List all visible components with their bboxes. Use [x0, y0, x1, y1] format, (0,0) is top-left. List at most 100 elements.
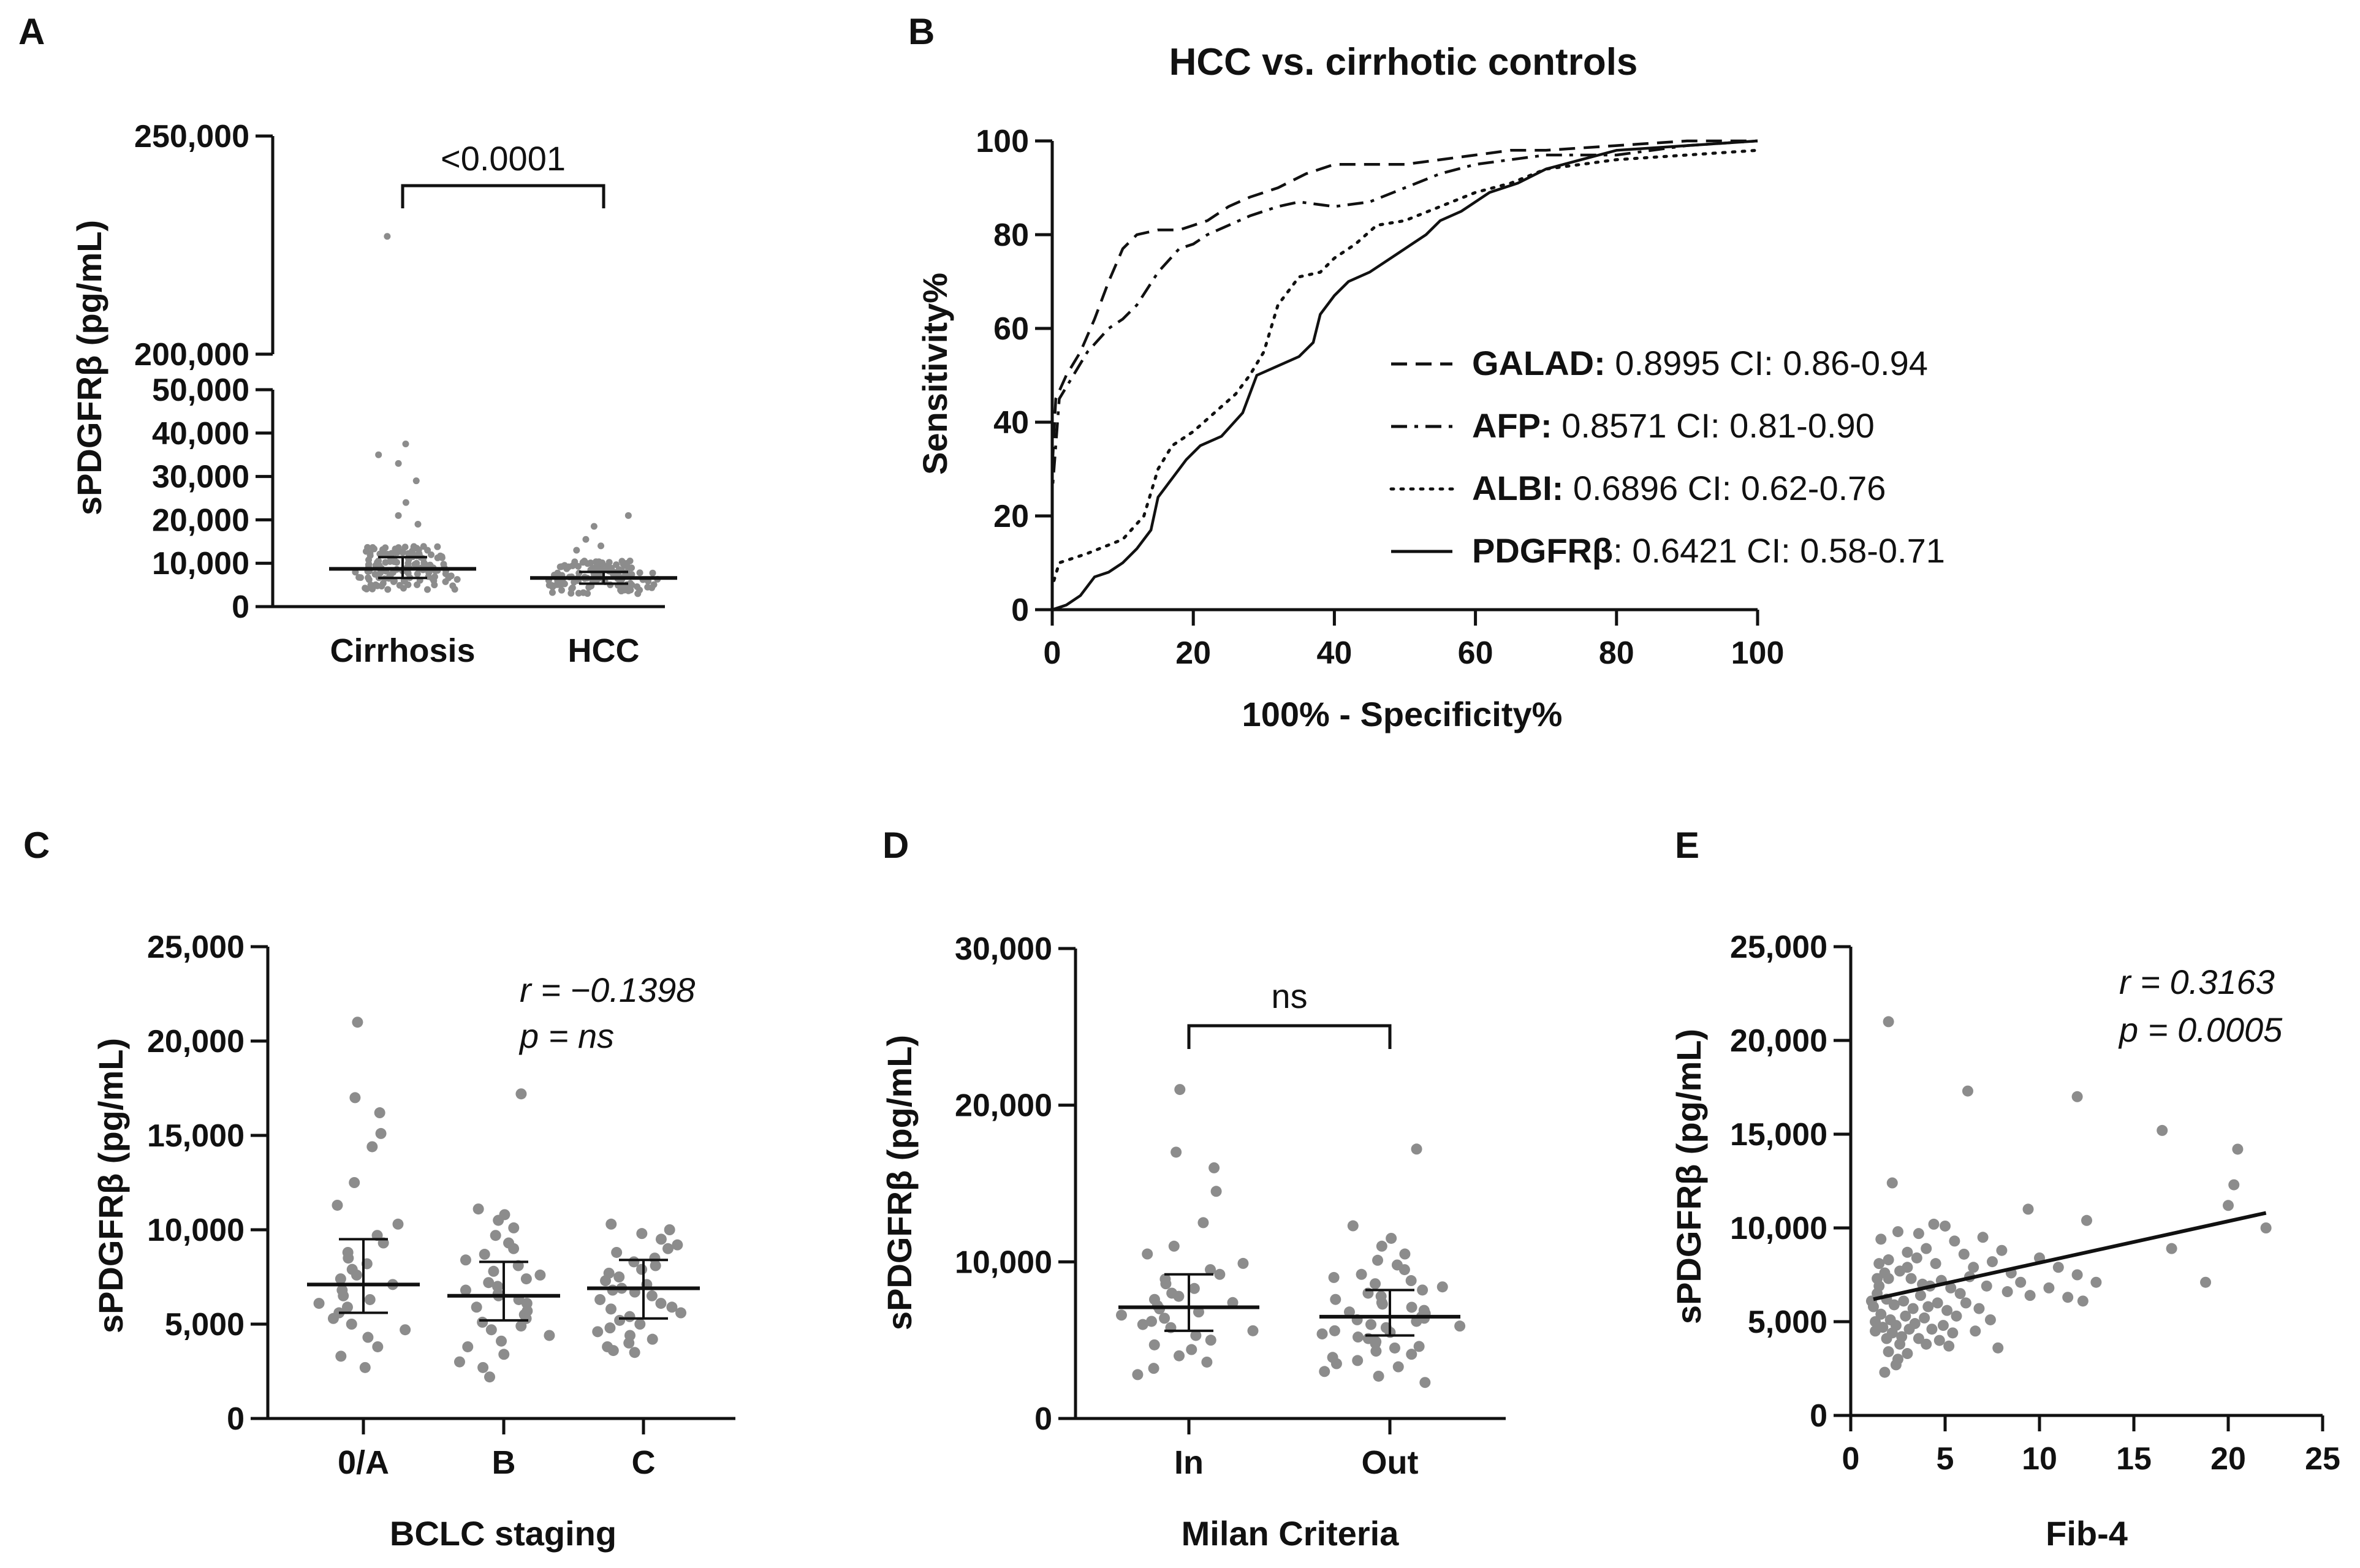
panel-a-data-point	[599, 559, 606, 567]
panel-c-data-point	[646, 1290, 658, 1301]
panel-c-data-point	[493, 1214, 504, 1226]
panel-c-data-point	[346, 1319, 357, 1330]
panel-e-ytick-label: 10,000	[1730, 1211, 1827, 1246]
panel-d-data-point	[1419, 1377, 1431, 1388]
panel-b: HCC vs. cirrhotic controls Sensitivity% …	[916, 41, 1945, 733]
panel-e-data-point	[1883, 1254, 1894, 1266]
panel-e-data-point	[2015, 1276, 2027, 1288]
panel-d-comparison-bracket	[1187, 1024, 1392, 1049]
panel-a-data-point	[649, 569, 656, 577]
panel-d-data-point	[1186, 1344, 1197, 1355]
panel-c-xlabel: BCLC staging	[390, 1514, 617, 1553]
panel-c-data-point	[611, 1246, 623, 1258]
panel-c-data-point	[400, 1324, 411, 1336]
panel-b-roc-pdgfrb	[1052, 139, 1758, 612]
panel-d-data-point	[1373, 1370, 1384, 1382]
panel-c-ytick-label: 0	[227, 1401, 245, 1437]
panel-c-data-point	[636, 1228, 648, 1240]
panel-c-data-point	[604, 1322, 616, 1334]
panel-b-legend-entry: AFP: 0.8571 CI: 0.81-0.90	[1472, 406, 1875, 445]
panel-c-data-point	[460, 1254, 471, 1266]
panel-c-data-point	[544, 1330, 555, 1341]
panel-d-data-point	[1137, 1319, 1148, 1330]
panel-a-data-point	[644, 583, 651, 591]
panel-a-data-point	[620, 560, 627, 567]
panel-a-data-point	[589, 564, 596, 572]
panel-c-ytick-label: 10,000	[147, 1213, 245, 1248]
panel-c-data-point	[607, 1345, 619, 1357]
panel-d-data-point	[1330, 1358, 1342, 1369]
panel-c-data-point	[471, 1301, 482, 1313]
panel-a-data-point	[580, 589, 587, 596]
panel-d-data-point	[1115, 1309, 1127, 1321]
panel-d-data-point	[1399, 1248, 1411, 1260]
panel-e-data-point	[2081, 1214, 2092, 1226]
panel-a-data-point	[390, 577, 398, 585]
panel-b-xtick-label: 20	[1175, 635, 1211, 671]
panel-d-data-point	[1193, 1306, 1204, 1318]
panel-d-data-point	[1159, 1312, 1171, 1324]
panel-e-data-point	[1898, 1295, 1910, 1307]
panel-e-data-point	[1919, 1312, 1930, 1324]
panel-c-ytick-label: 25,000	[147, 930, 245, 965]
panel-e-data-point	[1902, 1262, 1913, 1273]
panel-e-data-point	[2090, 1276, 2102, 1288]
panel-b-xtick-label: 0	[1044, 635, 1061, 671]
panel-c: sPDGFRβ (pg/mL) BCLC staging 0 5,000 10,00…	[91, 930, 735, 1553]
panel-c-data-point	[485, 1324, 497, 1336]
panel-e-data-point	[1921, 1338, 1932, 1350]
panel-e-xtick-label: 20	[2210, 1441, 2246, 1477]
panel-a-data-point	[382, 544, 389, 551]
panel-e-r: r = 0.3163	[2119, 963, 2275, 1001]
panel-e-data-point	[2001, 1286, 2013, 1298]
panel-e-data-point	[2043, 1282, 2055, 1293]
panel-c-data-point	[335, 1350, 347, 1362]
panel-e-data-point	[1870, 1316, 1881, 1327]
panel-d-ytick-label: 20,000	[955, 1088, 1052, 1124]
panel-e-data-point	[2260, 1222, 2272, 1233]
panel-c-data-point	[666, 1301, 678, 1313]
panel-c-data-point	[349, 1177, 360, 1188]
panel-c-data-point	[352, 1017, 363, 1028]
panel-c-data-point	[335, 1273, 346, 1285]
panel-d-data-point	[1356, 1268, 1367, 1280]
panel-e-data-point	[1883, 1346, 1894, 1357]
panel-a-axes	[271, 390, 665, 608]
panel-d-data-point	[1146, 1316, 1158, 1327]
panel-c-data-point	[364, 1293, 376, 1305]
panel-c-data-point	[672, 1239, 683, 1251]
panel-d-data-point	[1197, 1217, 1209, 1229]
panel-c-data-point	[605, 1218, 617, 1230]
panel-d-data-point	[1227, 1297, 1239, 1308]
panel-d-data-point	[1454, 1320, 1466, 1332]
panel-e-data-point	[2157, 1124, 2168, 1136]
panel-e-data-point	[1992, 1342, 2004, 1354]
panel-d-data-point	[1201, 1356, 1213, 1368]
panel-c-data-point	[477, 1316, 488, 1328]
panel-b-ytick-label: 60	[993, 311, 1029, 347]
panel-d-data-point	[1247, 1325, 1259, 1336]
panel-e-data-point	[2166, 1243, 2177, 1254]
panel-a-data-point	[363, 547, 370, 555]
panel-a-category-cirrhosis: Cirrhosis	[330, 632, 475, 669]
panel-d-data-point	[1413, 1341, 1425, 1352]
panel-label-a: A	[18, 11, 45, 52]
panel-d-data-point	[1160, 1278, 1172, 1290]
panel-c-data-point	[594, 1293, 606, 1305]
panel-e-xtick-label: 10	[2022, 1441, 2057, 1477]
panel-e-data-point	[1900, 1310, 1911, 1322]
panel-a-ytick-label: 0	[232, 589, 249, 625]
panel-e-data-point	[1945, 1282, 1957, 1293]
panel-e-regression-line	[1873, 1211, 2267, 1301]
panel-c-data-point	[634, 1319, 646, 1330]
panel-a-data-point	[634, 590, 642, 597]
panel-c-ytick-label: 15,000	[147, 1118, 245, 1154]
panel-c-data-point	[374, 1107, 385, 1119]
panel-a-data-point	[573, 547, 580, 554]
panel-d-xlabel: Milan Criteria	[1182, 1514, 1400, 1553]
panel-a-upper-ytick-label: 250,000	[134, 119, 249, 154]
panel-e-data-point	[1914, 1290, 1926, 1301]
panel-e-data-point	[2071, 1269, 2083, 1281]
panel-e-data-point	[1894, 1338, 1906, 1350]
panel-d-data-point	[1352, 1331, 1364, 1343]
